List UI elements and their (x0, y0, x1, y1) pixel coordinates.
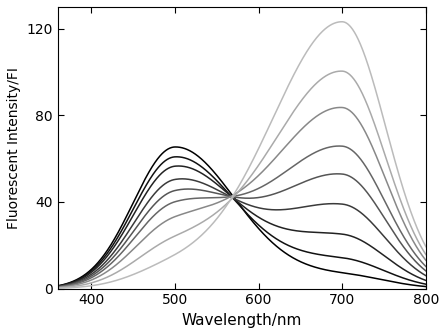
Y-axis label: Fluorescent Intensity/FI: Fluorescent Intensity/FI (7, 67, 21, 229)
X-axis label: Wavelength/nm: Wavelength/nm (182, 313, 302, 328)
